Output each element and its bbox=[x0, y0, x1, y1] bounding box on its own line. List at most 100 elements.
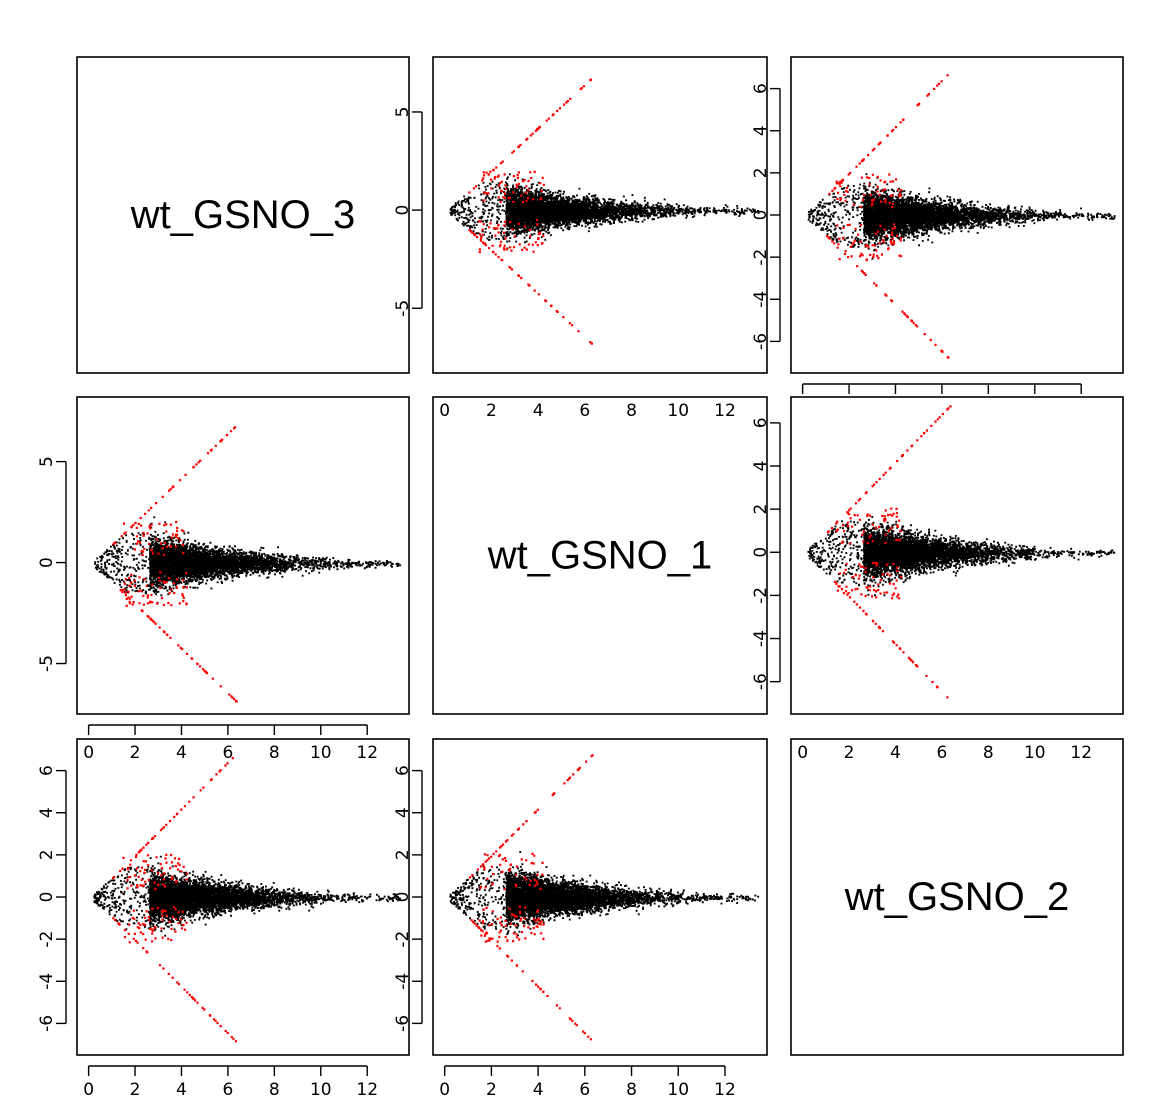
y-tick-label: 6 bbox=[393, 765, 413, 776]
panel-points-r0c1 bbox=[449, 78, 760, 345]
y-axis-r1c2: -6 -4 -2 0 2 4 6 bbox=[751, 417, 781, 690]
x-tick-label: 8 bbox=[269, 743, 280, 763]
x-tick-label: 6 bbox=[222, 743, 233, 763]
y-tick-label: 2 bbox=[37, 849, 57, 860]
y-tick-label: -2 bbox=[37, 931, 57, 948]
panel-frame-r2c0 bbox=[76, 738, 410, 1056]
panel-points-r0c2 bbox=[807, 74, 1116, 359]
panel-frame-r1c1 bbox=[432, 396, 768, 715]
x-tick-label: 6 bbox=[222, 1080, 233, 1100]
y-tick-label: 5 bbox=[393, 107, 413, 118]
x-tick-label: 10 bbox=[310, 1080, 332, 1100]
x-tick-label: 10 bbox=[310, 743, 332, 763]
y-tick-label: -6 bbox=[37, 1015, 57, 1032]
points-black bbox=[449, 173, 760, 250]
x-tick-label: 8 bbox=[269, 1080, 280, 1100]
x-tick-label: 2 bbox=[486, 1080, 497, 1100]
x-tick-label: 12 bbox=[714, 401, 736, 421]
x-axis-top-r2c0: 0 2 4 6 8 10 12 bbox=[83, 743, 378, 763]
x-tick-label: 0 bbox=[439, 401, 450, 421]
y-tick-label: -6 bbox=[751, 673, 771, 690]
x-tick-label: 6 bbox=[579, 1080, 590, 1100]
y-tick-label: 2 bbox=[751, 504, 771, 515]
points-black bbox=[93, 855, 402, 937]
y-tick-label: 4 bbox=[37, 807, 57, 818]
sample-label-wt_GSNO_2: wt_GSNO_2 bbox=[844, 875, 1070, 919]
x-tick-label: 0 bbox=[797, 743, 808, 763]
y-tick-label: -4 bbox=[751, 291, 771, 308]
panel-frames bbox=[76, 56, 1124, 1056]
y-tick-label: -6 bbox=[393, 1015, 413, 1032]
panel-frame-r1c0 bbox=[76, 396, 410, 715]
x-tick-label: 4 bbox=[890, 743, 901, 763]
y-tick-label: -4 bbox=[37, 973, 57, 990]
y-axis-r2c0: -6 -4 -2 0 2 4 6 bbox=[37, 765, 67, 1032]
x-tick-label: 6 bbox=[936, 743, 947, 763]
x-tick-label: 0 bbox=[83, 1080, 94, 1100]
sample-label-wt_GSNO_3: wt_GSNO_3 bbox=[130, 193, 356, 237]
x-tick-label: 2 bbox=[130, 743, 141, 763]
x-axis-top-r1c1: 0 2 4 6 8 10 12 bbox=[439, 401, 736, 421]
sample-label-wt_GSNO_1: wt_GSNO_1 bbox=[487, 534, 713, 578]
y-tick-label: 4 bbox=[751, 461, 771, 472]
y-tick-label: 2 bbox=[393, 849, 413, 860]
y-tick-label: -5 bbox=[393, 300, 413, 317]
panel-frame-r1c2 bbox=[790, 396, 1124, 715]
x-tick-label: 0 bbox=[439, 1080, 450, 1100]
y-tick-label: -4 bbox=[393, 973, 413, 990]
scatter-points bbox=[93, 74, 1116, 1043]
y-tick-label: 0 bbox=[751, 547, 771, 558]
x-tick-label: 2 bbox=[844, 743, 855, 763]
y-tick-label: -2 bbox=[393, 931, 413, 948]
x-tick-label: 4 bbox=[533, 401, 544, 421]
x-axis-bottom-r1c0 bbox=[87, 724, 368, 735]
x-tick-label: 12 bbox=[1070, 743, 1092, 763]
x-axis-bottom-r2c0: 0 2 4 6 8 10 12 bbox=[83, 1065, 378, 1100]
x-tick-label: 4 bbox=[176, 1080, 187, 1100]
y-axis-r2c1: -6 -4 -2 0 2 4 6 bbox=[393, 765, 423, 1032]
diagonal-labels: wt_GSNO_3 wt_GSNO_1 wt_GSNO_2 bbox=[130, 193, 1070, 919]
y-axis-r1c0: -5 0 5 bbox=[37, 456, 67, 672]
x-tick-label: 10 bbox=[667, 1080, 689, 1100]
x-tick-label: 10 bbox=[1024, 743, 1046, 763]
x-axis-bottom-r2c1: 0 2 4 6 8 10 12 bbox=[439, 1065, 736, 1100]
x-tick-label: 4 bbox=[533, 1080, 544, 1100]
y-tick-label: 0 bbox=[393, 892, 413, 903]
y-tick-label: 6 bbox=[751, 83, 771, 94]
panel-points-r1c2 bbox=[807, 405, 1116, 699]
x-axis-bottom-r0c2 bbox=[801, 383, 1082, 394]
y-tick-label: 0 bbox=[37, 892, 57, 903]
panel-frame-r2c2 bbox=[790, 738, 1124, 1056]
y-tick-label: -5 bbox=[37, 655, 57, 672]
y-tick-label: 6 bbox=[751, 417, 771, 428]
y-tick-label: 0 bbox=[37, 557, 57, 568]
x-tick-label: 0 bbox=[83, 743, 94, 763]
x-tick-label: 6 bbox=[579, 401, 590, 421]
y-axis-r0c1: -5 0 5 bbox=[393, 107, 423, 317]
points-black bbox=[807, 516, 1116, 597]
x-axis-top-r2c2: 0 2 4 6 8 10 12 bbox=[797, 743, 1092, 763]
y-tick-label: 6 bbox=[37, 765, 57, 776]
x-tick-label: 12 bbox=[714, 1080, 736, 1100]
x-tick-label: 12 bbox=[356, 743, 378, 763]
y-tick-label: 4 bbox=[393, 807, 413, 818]
x-tick-label: 8 bbox=[983, 743, 994, 763]
y-tick-label: -4 bbox=[751, 630, 771, 647]
x-tick-label: 2 bbox=[130, 1080, 141, 1100]
x-tick-label: 8 bbox=[626, 1080, 637, 1100]
panel-points-r2c0 bbox=[93, 757, 402, 1043]
y-tick-label: -2 bbox=[751, 249, 771, 266]
y-tick-label: -6 bbox=[751, 333, 771, 350]
x-tick-label: 2 bbox=[486, 401, 497, 421]
x-tick-label: 8 bbox=[626, 401, 637, 421]
points-black bbox=[449, 851, 760, 937]
y-tick-label: 0 bbox=[393, 205, 413, 216]
y-tick-label: 0 bbox=[751, 210, 771, 221]
panel-frame-r2c1 bbox=[432, 738, 768, 1056]
axes: -5 0 5 -6 -4 -2 0 2 4 6 -5 0 5 -6 -4 -2 0 2 4 6 -6 -4 -2 0 2 4 6 0 2… bbox=[37, 83, 1092, 1100]
y-tick-label: 2 bbox=[751, 167, 771, 178]
panel-points-r2c1 bbox=[449, 754, 760, 1041]
x-tick-label: 4 bbox=[176, 743, 187, 763]
panel-frame-r0c0 bbox=[76, 56, 410, 374]
